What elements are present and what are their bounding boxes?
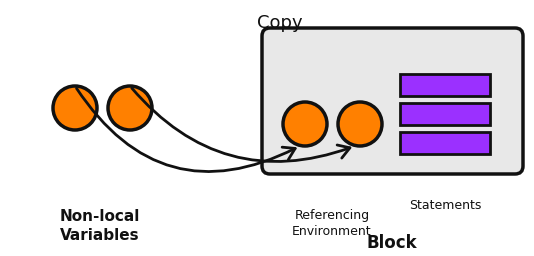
Text: Block: Block [367,234,417,252]
Text: Referencing
Environment: Referencing Environment [292,209,372,238]
Ellipse shape [338,102,382,146]
Text: Statements: Statements [409,199,481,212]
Ellipse shape [53,86,97,130]
FancyArrowPatch shape [76,88,295,172]
FancyBboxPatch shape [400,103,490,125]
FancyArrowPatch shape [132,88,350,162]
FancyBboxPatch shape [400,132,490,154]
Ellipse shape [283,102,327,146]
Text: Copy: Copy [257,14,303,32]
FancyBboxPatch shape [262,28,523,174]
FancyBboxPatch shape [400,74,490,96]
Text: Non-local
Variables: Non-local Variables [60,209,140,243]
Ellipse shape [108,86,152,130]
